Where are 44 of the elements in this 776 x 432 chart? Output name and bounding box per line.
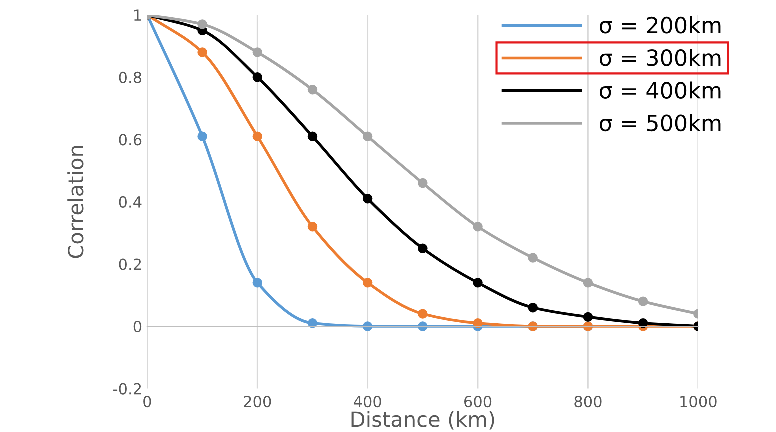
point xyxy=(583,278,594,288)
point xyxy=(252,278,262,288)
y-tick-label: 0.4 xyxy=(119,196,142,208)
point xyxy=(528,253,538,263)
point xyxy=(198,132,208,142)
x-tick-label: 0 xyxy=(144,396,152,408)
y-tick-label: -0.2 xyxy=(114,383,142,395)
y-tick-label: 0.2 xyxy=(119,258,142,270)
point xyxy=(198,20,208,30)
x-tick-label: 1000 xyxy=(680,396,717,408)
x-tick-label: 200 xyxy=(244,396,272,408)
point xyxy=(418,309,428,319)
legend-label: σ = 400km xyxy=(600,82,721,99)
point xyxy=(418,178,428,188)
point xyxy=(473,278,483,288)
point xyxy=(308,132,318,142)
legend-label: σ = 500km xyxy=(600,114,721,132)
point xyxy=(473,222,483,232)
y-tick-label: 0.6 xyxy=(119,134,142,146)
y-tick-label: 0 xyxy=(134,320,142,333)
point xyxy=(362,278,373,288)
point xyxy=(308,318,318,328)
point xyxy=(528,302,538,313)
y-tick-label: 1 xyxy=(134,10,142,21)
x-tick-label: 600 xyxy=(464,396,492,408)
point xyxy=(362,194,373,204)
point xyxy=(362,132,373,142)
x-axis-title: Distance (km) xyxy=(352,411,494,430)
point xyxy=(308,84,318,95)
point xyxy=(418,244,428,254)
y-axis-title: Correlation xyxy=(68,146,84,258)
legend-label: σ = 300km xyxy=(600,49,721,66)
x-tick-label: 800 xyxy=(574,396,602,408)
x-tick-label: 400 xyxy=(354,396,382,408)
point xyxy=(252,48,262,58)
legend-label: σ = 200km xyxy=(600,16,721,34)
point xyxy=(198,48,208,58)
point xyxy=(638,296,648,306)
point xyxy=(583,312,594,322)
point xyxy=(252,132,262,142)
y-tick-label: 0.8 xyxy=(119,72,142,84)
point xyxy=(308,222,318,232)
point xyxy=(638,318,648,328)
point xyxy=(252,72,262,82)
